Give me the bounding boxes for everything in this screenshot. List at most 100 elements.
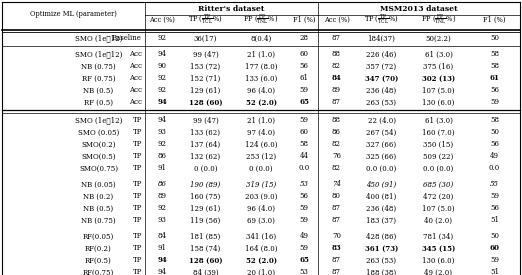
Text: 190 (89): 190 (89) [191,180,221,188]
Text: SMO(0.5): SMO(0.5) [81,152,116,160]
Text: 97 (4.0): 97 (4.0) [247,128,275,136]
Text: 133 (6.0): 133 (6.0) [245,75,277,82]
Text: Acc (%): Acc (%) [324,16,349,24]
Text: 345 (15): 345 (15) [422,244,455,252]
Text: 92: 92 [158,141,167,148]
Text: 84 (39): 84 (39) [193,268,218,275]
Text: 107 (5.0): 107 (5.0) [422,204,455,212]
Text: 107 (5.0): 107 (5.0) [422,86,455,94]
Text: TP: TP [133,244,142,252]
Text: 91: 91 [158,244,167,252]
Text: 86: 86 [332,128,341,136]
Text: 28: 28 [300,34,309,42]
Text: 781 (34): 781 (34) [423,232,454,240]
Text: 302 (13): 302 (13) [422,75,455,82]
Text: 129 (61): 129 (61) [191,204,221,212]
Text: TP: TP [133,141,142,148]
Text: 253 (12): 253 (12) [246,152,276,160]
Text: 92: 92 [158,86,167,94]
Text: 327 (66): 327 (66) [366,141,397,148]
Text: TP ($\mathregular{\frac{TP}{TCL}}$%): TP ($\mathregular{\frac{TP}{TCL}}$%) [364,13,399,27]
Text: 119 (56): 119 (56) [191,216,221,224]
Text: 263 (53): 263 (53) [366,98,397,106]
Text: 53: 53 [300,180,309,188]
Text: 93: 93 [158,216,167,224]
Text: TP: TP [133,152,142,160]
Text: 61: 61 [490,75,500,82]
Text: 472 (20): 472 (20) [423,192,454,200]
Text: 61: 61 [300,75,309,82]
Text: 164 (8.0): 164 (8.0) [245,244,277,252]
Text: 428 (86): 428 (86) [366,232,397,240]
Text: 44: 44 [300,152,309,160]
Text: 203 (9.0): 203 (9.0) [245,192,277,200]
Text: 82: 82 [332,62,341,70]
Text: 450 (91): 450 (91) [366,180,397,188]
Text: 94: 94 [157,256,167,264]
Text: Ritter's dataset: Ritter's dataset [198,5,265,13]
Text: 130 (6.0): 130 (6.0) [422,98,455,106]
Text: 88: 88 [332,50,341,58]
Text: 160 (75): 160 (75) [191,192,221,200]
Text: 80: 80 [332,192,341,200]
Text: 60: 60 [300,50,309,58]
Text: 132 (62): 132 (62) [191,152,221,160]
Text: SMO (0.05): SMO (0.05) [78,128,119,136]
Text: 60: 60 [300,128,309,136]
Text: 20 (1.0): 20 (1.0) [247,268,275,275]
Text: 89: 89 [332,86,341,94]
Text: RF (0.75): RF (0.75) [82,75,115,82]
Text: 87: 87 [332,268,341,275]
Text: SMO(0.75): SMO(0.75) [79,164,118,172]
Text: 50: 50 [490,34,499,42]
Text: SMO (1e⁲12): SMO (1e⁲12) [75,116,122,124]
Text: 0.0 (0.0): 0.0 (0.0) [423,164,454,172]
Text: 59: 59 [490,98,499,106]
Text: 267 (54): 267 (54) [366,128,397,136]
Text: FP ($\mathregular{\frac{FP}{TNL}}$%): FP ($\mathregular{\frac{FP}{TNL}}$%) [243,13,279,27]
Text: RF(0.05): RF(0.05) [83,232,114,240]
Text: RF (0.5): RF (0.5) [84,98,113,106]
Text: 319 (15): 319 (15) [246,180,276,188]
Text: 177 (8.0): 177 (8.0) [245,62,277,70]
Text: 40 (2.0): 40 (2.0) [424,216,453,224]
Text: 49: 49 [300,232,309,240]
Text: 70: 70 [332,232,341,240]
Text: F1 (%): F1 (%) [293,16,315,24]
Text: 92: 92 [158,204,167,212]
Text: 83: 83 [331,244,341,252]
Text: 92: 92 [158,75,167,82]
Text: 160 (7.0): 160 (7.0) [422,128,455,136]
Text: NB (0.2): NB (0.2) [84,192,114,200]
Text: Acc: Acc [129,75,142,82]
Text: 0 (0.0): 0 (0.0) [249,164,273,172]
Text: 94: 94 [158,50,167,58]
Text: 93: 93 [158,128,167,136]
Text: 124 (6.0): 124 (6.0) [245,141,277,148]
Text: 236 (48): 236 (48) [366,86,397,94]
Text: 158 (74): 158 (74) [191,244,221,252]
Text: TP: TP [133,164,142,172]
Text: Acc (%): Acc (%) [149,16,175,24]
Text: 92: 92 [158,34,167,42]
Text: Acc: Acc [129,62,142,70]
Text: 133 (62): 133 (62) [191,128,220,136]
Text: 59: 59 [300,244,309,252]
Text: 56: 56 [490,86,499,94]
Text: 94: 94 [158,268,167,275]
Text: 58: 58 [300,141,309,148]
Text: 50: 50 [490,232,499,240]
Text: 87: 87 [332,98,341,106]
Text: NB (0.5): NB (0.5) [84,204,114,212]
Text: Acc: Acc [129,50,142,58]
Text: Acc: Acc [129,86,142,94]
Text: 49: 49 [490,152,499,160]
Text: 0.0 (0.0): 0.0 (0.0) [366,164,397,172]
Text: 263 (53): 263 (53) [366,256,397,264]
Text: F1 (%): F1 (%) [483,16,506,24]
Text: 130 (6.0): 130 (6.0) [422,256,455,264]
Text: 59: 59 [300,216,309,224]
Text: 61 (3.0): 61 (3.0) [424,50,453,58]
Text: RF(0.2): RF(0.2) [85,244,112,252]
Text: 129 (61): 129 (61) [191,86,221,94]
